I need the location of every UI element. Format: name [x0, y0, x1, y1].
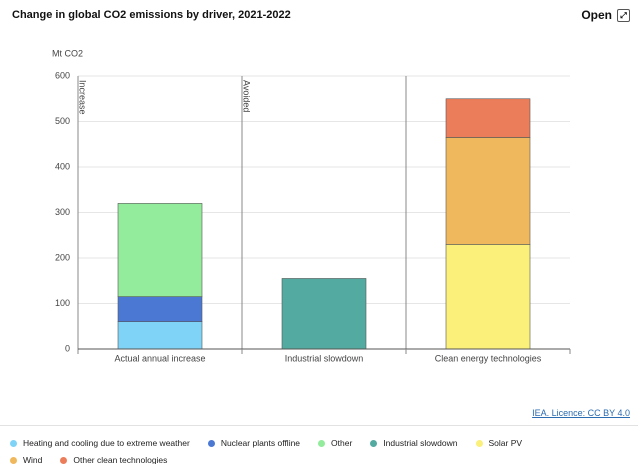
y-tick-label: 0 [65, 343, 70, 353]
legend-marker [207, 439, 215, 447]
legend-label: Wind [23, 455, 43, 464]
legend-marker [475, 439, 483, 447]
legend-item[interactable]: Heating and cooling due to extreme weath… [10, 437, 190, 449]
y-tick-label: 600 [55, 70, 70, 80]
legend-label: Industrial slowdown [383, 438, 458, 448]
open-button[interactable]: Open ⤢ [581, 8, 630, 22]
legend-label: Other clean technologies [73, 455, 168, 464]
annotation: Avoided [242, 80, 252, 112]
legend-item[interactable]: Wind [10, 454, 42, 464]
legend-marker [10, 439, 17, 447]
chart: Mt CO2 0 100 200 300 400 500 600 Increase Avoide… [52, 48, 571, 363]
annotation: Increase [78, 80, 88, 115]
legend-item[interactable]: Other [318, 437, 352, 449]
legend-item[interactable]: Nuclear plants offline [207, 437, 301, 449]
bar [117, 296, 203, 322]
bar [445, 244, 531, 350]
legend-marker [370, 439, 378, 447]
open-icon[interactable]: ⤢ [617, 8, 630, 22]
legend-item[interactable]: Other clean technologies [60, 454, 167, 464]
x-tick-label: Clean energy technologies [435, 353, 542, 363]
chart-title: Change in global CO2 emissions by driver… [12, 9, 291, 21]
y-tick-label: 400 [55, 161, 70, 171]
bar [117, 321, 203, 350]
legend-item[interactable]: Industrial slowdown [370, 437, 458, 449]
y-tick-label: 100 [55, 298, 70, 308]
legend: Heating and cooling due to extreme weath… [10, 437, 570, 464]
legend-label: Heating and cooling due to extreme weath… [23, 438, 190, 448]
legend-item[interactable]: Solar PV [475, 437, 523, 449]
legend-marker [60, 456, 68, 464]
bar [445, 98, 531, 138]
legend-label: Nuclear plants offline [220, 438, 301, 448]
bar [445, 137, 531, 245]
bar [281, 278, 367, 350]
y-tick-label: 200 [55, 252, 70, 262]
divider [0, 425, 638, 426]
legend-label: Solar PV [488, 438, 523, 448]
y-tick-label: 500 [55, 116, 70, 126]
x-tick-label: Actual annual increase [114, 353, 205, 363]
y-axis-label: Mt CO2 [52, 48, 83, 58]
open-label[interactable]: Open [581, 8, 612, 22]
bar [117, 203, 203, 297]
legend-marker [318, 439, 326, 447]
legend-marker [10, 456, 17, 464]
y-tick-label: 300 [55, 207, 70, 217]
legend-label: Other [331, 438, 353, 448]
source-link[interactable]: IEA. Licence: CC BY 4.0 [532, 408, 630, 418]
x-tick-label: Industrial slowdown [285, 353, 364, 363]
